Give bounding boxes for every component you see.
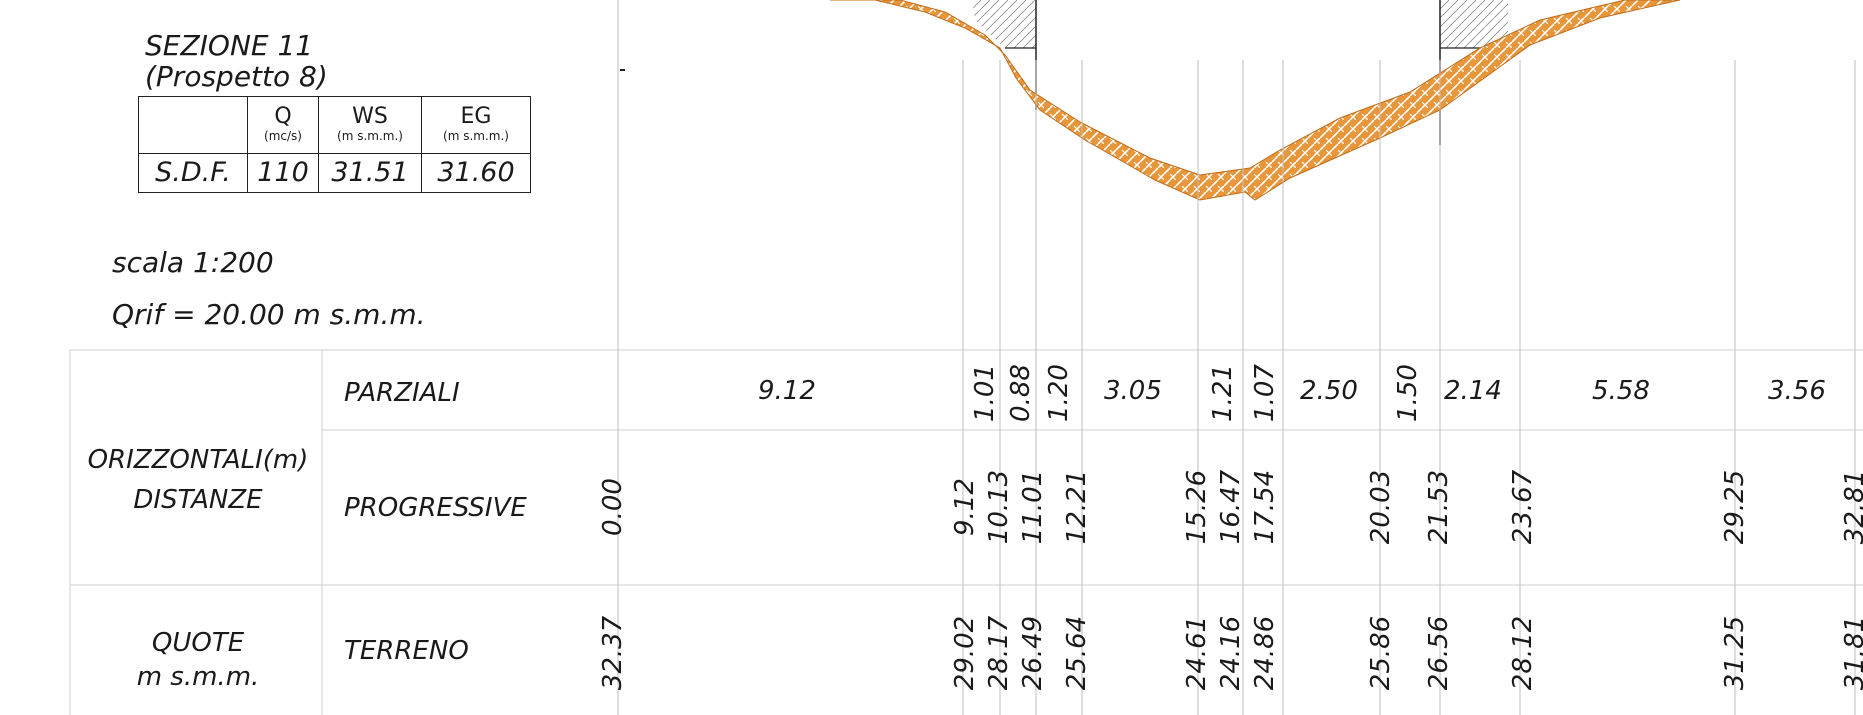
right-wall-hatch [1440,0,1508,48]
partial-value: 2.14 [1444,376,1502,406]
section-title-line2: (Prospetto 8) [145,60,328,93]
terrain-band [830,0,1681,201]
partial-value: 2.50 [1300,376,1358,406]
group-horizontal-line2: DISTANZE [133,485,263,515]
header-ws-label: WS [352,104,388,129]
summary-header-q: Q (mc/s) [247,96,319,154]
progressive-value: 15.26 [1182,469,1212,545]
ground-value: 28.12 [1508,615,1538,691]
progressive-value: 17.54 [1250,469,1280,545]
ground-value: 24.61 [1182,615,1212,691]
group-horizontal-line1: ORIZZONTALI(m) [87,445,309,475]
summary-value-q: 110 [247,153,319,193]
ground-value: 32.37 [598,615,628,691]
ground-value: 28.17 [984,615,1014,691]
header-eg-unit: (m s.m.m.) [443,129,509,143]
horizontal-distances-group: ORIZZONTALI(m) DISTANZE [78,440,318,520]
progressive-value: 21.53 [1424,469,1454,545]
section-title-line1: SEZIONE 11 [145,29,314,62]
reference-elevation-label: Qrif = 20.00 m s.m.m. [112,298,426,331]
ground-value: 26.49 [1018,615,1048,691]
row-partials-label: PARZIALI [344,378,460,408]
left-wall-hatch [972,0,1036,48]
partial-value: 0.88 [1006,364,1036,422]
partial-value: 9.12 [758,376,816,406]
partial-value: 1.50 [1393,364,1423,422]
progressive-value: 32.81 [1840,469,1863,545]
ground-value: 29.02 [950,615,980,691]
group-elevation-line1: QUOTE [151,628,245,658]
ground-value: 26.56 [1424,615,1454,691]
summary-table: Q (mc/s) WS (m s.m.m.) EG (m s.m.m.) S.D… [138,96,531,193]
summary-value-row: S.D.F. 110 31.51 31.60 [138,153,531,193]
progressive-value: 29.25 [1720,469,1750,545]
summary-header-ws: WS (m s.m.m.) [318,96,422,154]
summary-header-eg: EG (m s.m.m.) [421,96,531,154]
header-q-label: Q [274,104,292,129]
station-lines [617,0,1856,715]
header-q-unit: (mc/s) [264,129,302,143]
summary-corner-cell [138,96,248,154]
partial-value: 1.21 [1208,364,1238,422]
partial-value: 1.01 [970,364,1000,422]
row-progressive-label: PROGRESSIVE [344,493,527,523]
header-eg-label: EG [460,104,492,129]
ground-value: 24.86 [1250,615,1280,691]
progressive-value: 0.00 [598,478,628,536]
group-elevation-line2: m s.m.m. [136,662,260,692]
progressive-value: 20.03 [1366,469,1396,545]
progressive-value: 10.13 [984,469,1014,545]
row-ground-label: TERRENO [344,636,469,666]
partial-value: 1.07 [1250,364,1280,422]
ground-value: 24.16 [1216,615,1246,691]
progressive-value: 11.01 [1018,469,1048,545]
scale-label: scala 1:200 [112,246,274,279]
ground-value: 25.86 [1366,615,1396,691]
progressive-value: 9.12 [950,478,980,536]
partial-value: 3.05 [1104,376,1162,406]
ground-value: 31.25 [1720,615,1750,691]
progressive-value: 12.21 [1062,469,1092,545]
summary-value-eg: 31.60 [421,153,531,193]
summary-row-label: S.D.F. [138,153,248,193]
partial-value: 1.20 [1044,364,1074,422]
header-ws-unit: (m s.m.m.) [337,129,403,143]
partial-value: 5.58 [1592,376,1650,406]
elevations-group: QUOTE m s.m.m. [78,626,318,694]
partial-value: 3.56 [1768,376,1826,406]
ground-value: 31.81 [1840,615,1863,691]
progressive-value: 23.67 [1508,469,1538,545]
ground-value: 25.64 [1062,615,1092,691]
progressive-value: 16.47 [1216,469,1246,545]
summary-header-row: Q (mc/s) WS (m s.m.m.) EG (m s.m.m.) [138,96,531,154]
section-title: SEZIONE 11 (Prospetto 8) [145,30,328,92]
summary-value-ws: 31.51 [318,153,422,193]
